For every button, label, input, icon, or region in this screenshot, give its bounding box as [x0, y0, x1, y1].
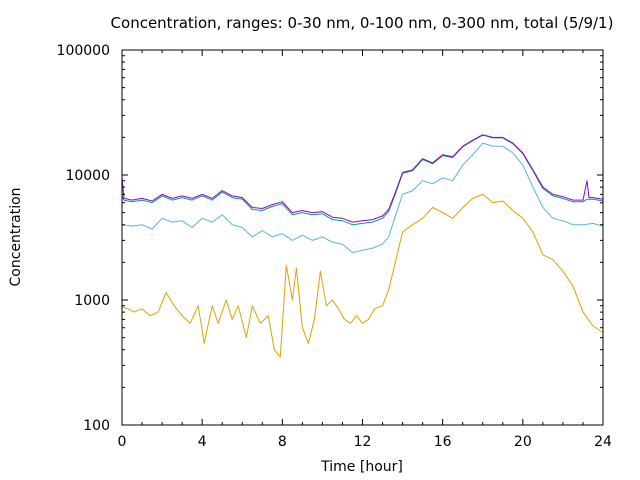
- y-tick-label: 100000: [57, 43, 110, 59]
- series-line: [121, 134, 604, 223]
- y-tick-label: 1000: [74, 293, 110, 309]
- x-tick-label: 4: [198, 434, 207, 450]
- y-tick-label: 100: [83, 418, 110, 434]
- x-tick-label: 24: [594, 434, 612, 450]
- x-tick-label: 16: [434, 434, 452, 450]
- ticks-group: 0 4 8 12 16 20 24 100 1000 10000 100000: [57, 43, 612, 450]
- series-line: [121, 134, 604, 226]
- chart-title: Concentration, ranges: 0-30 nm, 0-100 nm…: [111, 14, 614, 32]
- x-tick-label: 12: [354, 434, 372, 450]
- series-line: [121, 193, 604, 358]
- y-axis-label: Concentration: [8, 187, 24, 286]
- x-axis-label: Time [hour]: [320, 459, 403, 475]
- x-tick-label: 20: [514, 434, 532, 450]
- x-tick-label: 0: [118, 434, 127, 450]
- series-group: [121, 134, 604, 358]
- plot-frame: [121, 49, 604, 426]
- y-tick-label: 10000: [65, 168, 110, 184]
- x-tick-label: 8: [278, 434, 287, 450]
- series-line: [121, 142, 604, 253]
